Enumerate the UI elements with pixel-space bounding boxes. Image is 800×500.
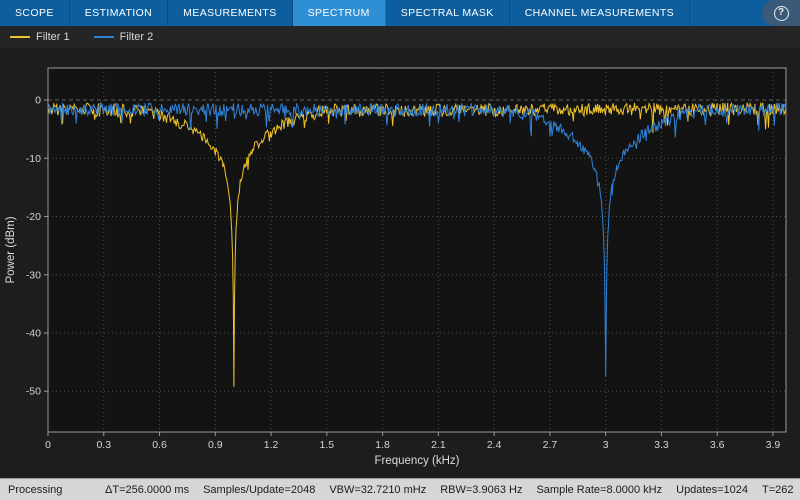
x-tick-label: 3.3 xyxy=(654,439,669,451)
legend-item-filter2[interactable]: Filter 2 xyxy=(93,31,154,43)
y-axis-label: Power (dBm) xyxy=(5,216,17,283)
x-tick-label: 0 xyxy=(45,439,51,451)
y-tick-label: -30 xyxy=(26,269,41,281)
tab-channel-measurements[interactable]: CHANNEL MEASUREMENTS xyxy=(510,0,691,26)
status-delta-t: ΔT=256.0000 ms xyxy=(105,483,190,496)
x-tick-label: 3.9 xyxy=(766,439,781,451)
plot-canvas[interactable]: 0 0.3 0.6 0.9 1.2 1.5 1.8 2.1 2.4 2.7 3 3.3 3.6 3.9 0 -… xyxy=(0,48,800,478)
x-tick-label: 3 xyxy=(603,439,609,451)
y-tick-label: -10 xyxy=(26,153,41,165)
y-tick-label: -20 xyxy=(26,211,41,223)
x-tick-label: 0.6 xyxy=(152,439,167,451)
tab-estimation[interactable]: ESTIMATION xyxy=(70,0,169,26)
legend-line-icon xyxy=(93,36,114,38)
help-area: ? xyxy=(762,0,800,26)
trace-filter-2 xyxy=(47,101,787,377)
help-button[interactable]: ? xyxy=(762,0,800,26)
x-tick-label: 1.8 xyxy=(375,439,390,451)
x-axis-label: Frequency (kHz) xyxy=(375,455,460,467)
x-tick-label: 2.4 xyxy=(487,439,502,451)
tab-scope[interactable]: SCOPE xyxy=(0,0,70,26)
x-tick-label: 2.7 xyxy=(543,439,558,451)
status-rbw: RBW=3.9063 Hz xyxy=(440,483,523,496)
status-state: Processing xyxy=(8,483,63,496)
x-tick-label: 2.1 xyxy=(431,439,446,451)
tab-spectral-mask[interactable]: SPECTRAL MASK xyxy=(386,0,510,26)
tab-spectrum[interactable]: SPECTRUM xyxy=(292,0,386,26)
x-tick-label: 0.3 xyxy=(96,439,111,451)
x-tick-label: 1.5 xyxy=(320,439,335,451)
legend-item-filter1[interactable]: Filter 1 xyxy=(10,31,70,43)
status-sample-rate: Sample Rate=8.0000 kHz xyxy=(536,483,663,496)
spectrum-plot: 0 0.3 0.6 0.9 1.2 1.5 1.8 2.1 2.4 2.7 3 3.3 3.6 3.9 0 -… xyxy=(0,48,800,478)
axes-border xyxy=(47,67,787,433)
status-updates: Updates=1024 xyxy=(676,483,748,496)
x-tick-label: 3.6 xyxy=(710,439,725,451)
legend-line-icon xyxy=(10,36,30,38)
y-tick-label: 0 xyxy=(35,95,41,107)
legend: Filter 1 Filter 2 xyxy=(0,26,800,48)
trace-filter-1 xyxy=(47,101,787,387)
legend-label: Filter 2 xyxy=(119,31,154,43)
y-tick-label: -40 xyxy=(26,327,41,339)
status-bar: Processing ΔT=256.0000 ms Samples/Update… xyxy=(0,478,800,500)
status-time: T=262 xyxy=(762,483,794,496)
legend-label: Filter 1 xyxy=(36,31,70,43)
x-tick-label: 0.9 xyxy=(208,439,223,451)
help-icon: ? xyxy=(773,5,789,21)
tab-measurements[interactable]: MEASUREMENTS xyxy=(168,0,293,26)
tab-bar: SCOPE ESTIMATION MEASUREMENTS SPECTRUM S… xyxy=(0,0,800,26)
status-samples-per-update: Samples/Update=2048 xyxy=(203,483,316,496)
x-tick-label: 1.2 xyxy=(264,439,279,451)
y-tick-label: -50 xyxy=(26,386,41,398)
status-vbw: VBW=32.7210 mHz xyxy=(329,483,427,496)
plot-area xyxy=(48,68,786,432)
